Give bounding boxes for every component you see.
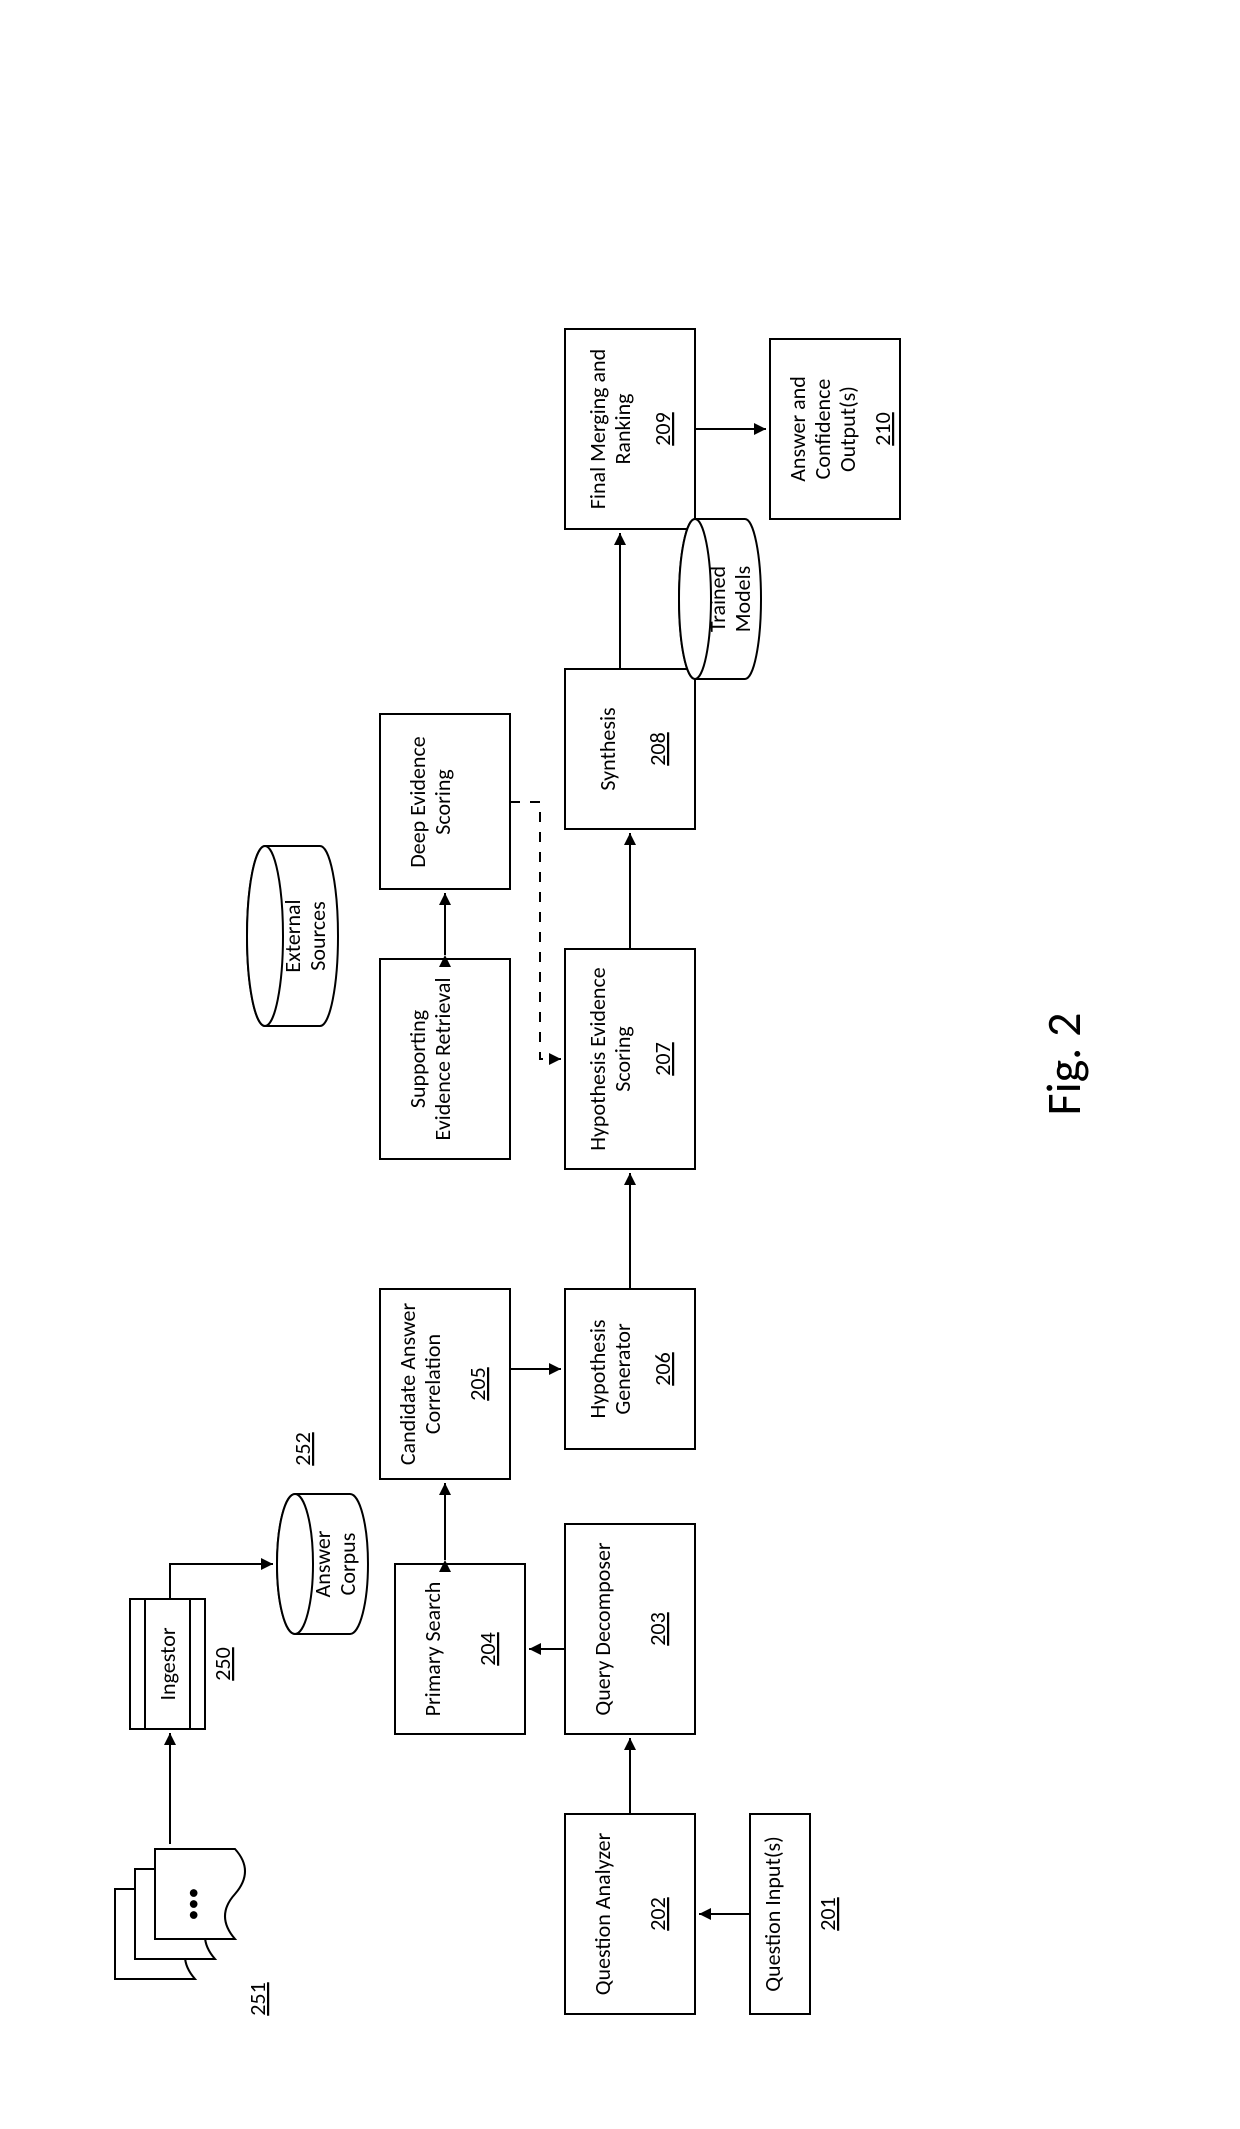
diagram-canvas: ••• 251 Ingestor 250 Answer Corpus 252 P… bbox=[0, 0, 1240, 2129]
question-analyzer-box: Question Analyzer 202 bbox=[565, 1814, 695, 2014]
ext-l1: External bbox=[279, 899, 306, 972]
cand-ans-l2: Correlation bbox=[419, 1334, 446, 1434]
figure-label: Fig. 2 bbox=[1034, 1013, 1093, 1116]
answer-corpus-l2: Corpus bbox=[334, 1533, 361, 1596]
ref-252: 252 bbox=[289, 1432, 316, 1465]
ellipsis: ••• bbox=[179, 1888, 206, 1921]
qanalyzer-label: Question Analyzer bbox=[589, 1832, 616, 1995]
ser-l1: Supporting bbox=[404, 1010, 431, 1108]
ref-204: 204 bbox=[474, 1632, 501, 1665]
cand-ans-l1: Candidate Answer bbox=[394, 1303, 421, 1466]
fmr-l1: Final Merging and bbox=[584, 349, 611, 509]
ser-l2: Evidence Retrieval bbox=[429, 977, 456, 1140]
answer-corpus-l1: Answer bbox=[309, 1530, 336, 1597]
des-l2: Scoring bbox=[429, 769, 456, 834]
qdecomp-label: Query Decomposer bbox=[589, 1542, 616, 1716]
question-input-box: Question Input(s) 201 bbox=[750, 1814, 841, 2014]
ref-251: 251 bbox=[244, 1982, 271, 2015]
ref-210: 210 bbox=[869, 412, 896, 445]
supporting-evidence-box: Supporting Evidence Retrieval bbox=[380, 959, 510, 1159]
ext-l2: Sources bbox=[304, 901, 331, 970]
hypgen-l2: Generator bbox=[609, 1323, 636, 1415]
ref-202: 202 bbox=[644, 1897, 671, 1930]
answer-output-box: Answer and Confidence Output(s) 210 bbox=[770, 339, 900, 519]
fmr-l2: Ranking bbox=[609, 393, 636, 464]
synth-label: Synthesis bbox=[594, 707, 621, 790]
final-merging-box: Final Merging and Ranking 209 bbox=[565, 329, 695, 529]
query-decomposer-box: Query Decomposer 203 bbox=[565, 1524, 695, 1734]
ref-208: 208 bbox=[644, 732, 671, 765]
synthesis-box: Synthesis 208 bbox=[565, 669, 695, 829]
tm-l2: Models bbox=[729, 566, 756, 633]
ref-201: 201 bbox=[814, 1897, 841, 1930]
hypothesis-generator-box: Hypothesis Generator 206 bbox=[565, 1289, 695, 1449]
out-l2: Confidence bbox=[809, 379, 836, 480]
arrow-ingestor-corpus bbox=[170, 1564, 273, 1599]
primary-search-label: Primary Search bbox=[419, 1582, 446, 1717]
out-l1: Answer and bbox=[784, 376, 811, 482]
ingestor-box: Ingestor 250 bbox=[130, 1599, 236, 1729]
out-l3: Output(s) bbox=[834, 386, 861, 472]
ref-250: 250 bbox=[209, 1647, 236, 1680]
qinput-label: Question Input(s) bbox=[759, 1836, 786, 1992]
ref-203: 203 bbox=[644, 1612, 671, 1645]
deep-evidence-box: Deep Evidence Scoring bbox=[380, 714, 510, 889]
ref-205: 205 bbox=[464, 1367, 491, 1400]
des-l1: Deep Evidence bbox=[404, 736, 431, 868]
candidate-answer-box: Candidate Answer Correlation 205 bbox=[380, 1289, 510, 1479]
primary-search-box: Primary Search 204 bbox=[395, 1564, 525, 1734]
ref-207: 207 bbox=[649, 1042, 676, 1075]
hes-l2: Scoring bbox=[609, 1026, 636, 1091]
external-sources-cylinder: External Sources bbox=[247, 846, 338, 1026]
answer-corpus-cylinder: Answer Corpus 252 bbox=[277, 1432, 368, 1634]
hypothesis-evidence-box: Hypothesis Evidence Scoring 207 bbox=[565, 949, 695, 1169]
hypgen-l1: Hypothesis bbox=[584, 1320, 611, 1419]
trained-models-cylinder: Trained Models bbox=[679, 519, 761, 679]
arrow-dashed-des-207 bbox=[510, 802, 561, 1059]
ref-209: 209 bbox=[649, 412, 676, 445]
hes-l1: Hypothesis Evidence bbox=[584, 967, 611, 1151]
tm-l1: Trained bbox=[704, 566, 731, 632]
ref-206: 206 bbox=[649, 1352, 676, 1385]
ingestor-label: Ingestor bbox=[154, 1627, 181, 1700]
documents-251: ••• bbox=[115, 1849, 245, 1979]
